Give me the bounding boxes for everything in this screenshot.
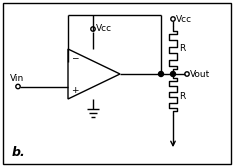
Text: −: − xyxy=(71,53,79,62)
Text: +: + xyxy=(71,86,79,95)
Text: Vout: Vout xyxy=(190,69,210,78)
Text: R: R xyxy=(179,43,185,52)
Text: Vin: Vin xyxy=(10,74,24,83)
Circle shape xyxy=(171,71,176,76)
Text: R: R xyxy=(179,92,185,101)
Text: Vcc: Vcc xyxy=(176,15,192,24)
Text: Vcc: Vcc xyxy=(96,24,112,33)
Circle shape xyxy=(158,71,164,76)
FancyBboxPatch shape xyxy=(3,3,231,164)
Text: b.: b. xyxy=(12,145,26,158)
